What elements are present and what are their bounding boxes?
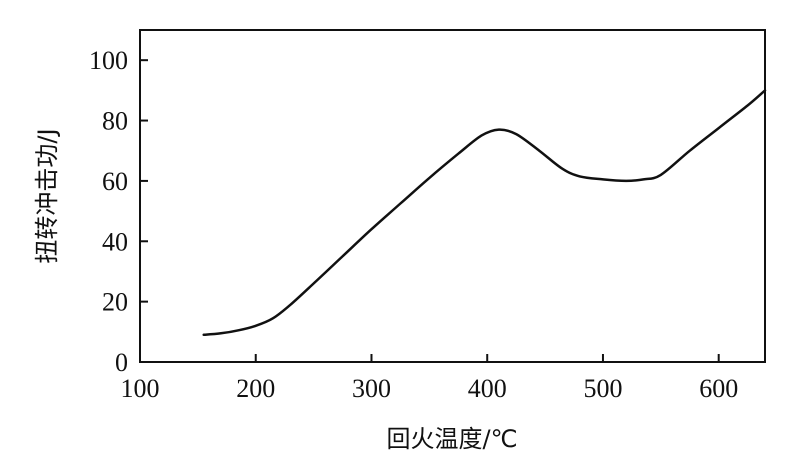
x-tick-label: 400 — [468, 374, 507, 403]
x-tick-label: 200 — [236, 374, 275, 403]
x-axis-label: 回火温度/℃ — [386, 425, 517, 453]
y-tick-label: 80 — [102, 107, 128, 136]
x-tick-label: 600 — [699, 374, 738, 403]
plot-frame — [139, 29, 766, 363]
y-tick-label: 100 — [89, 46, 128, 75]
y-axis-label: 扭转冲击功/J — [33, 128, 61, 263]
x-tick-label: 500 — [583, 374, 622, 403]
impact-energy-curve — [202, 89, 767, 337]
x-tick-label: 100 — [121, 374, 160, 403]
y-tick-label: 0 — [115, 348, 128, 377]
y-tick-label: 40 — [102, 227, 128, 256]
y-axis-ticks: 0 20 40 60 80 100 — [89, 46, 148, 377]
y-tick-label: 60 — [102, 167, 128, 196]
x-tick-label: 300 — [352, 374, 391, 403]
y-tick-label: 20 — [102, 288, 128, 317]
x-axis-ticks: 100 200 300 400 500 600 — [121, 354, 738, 403]
